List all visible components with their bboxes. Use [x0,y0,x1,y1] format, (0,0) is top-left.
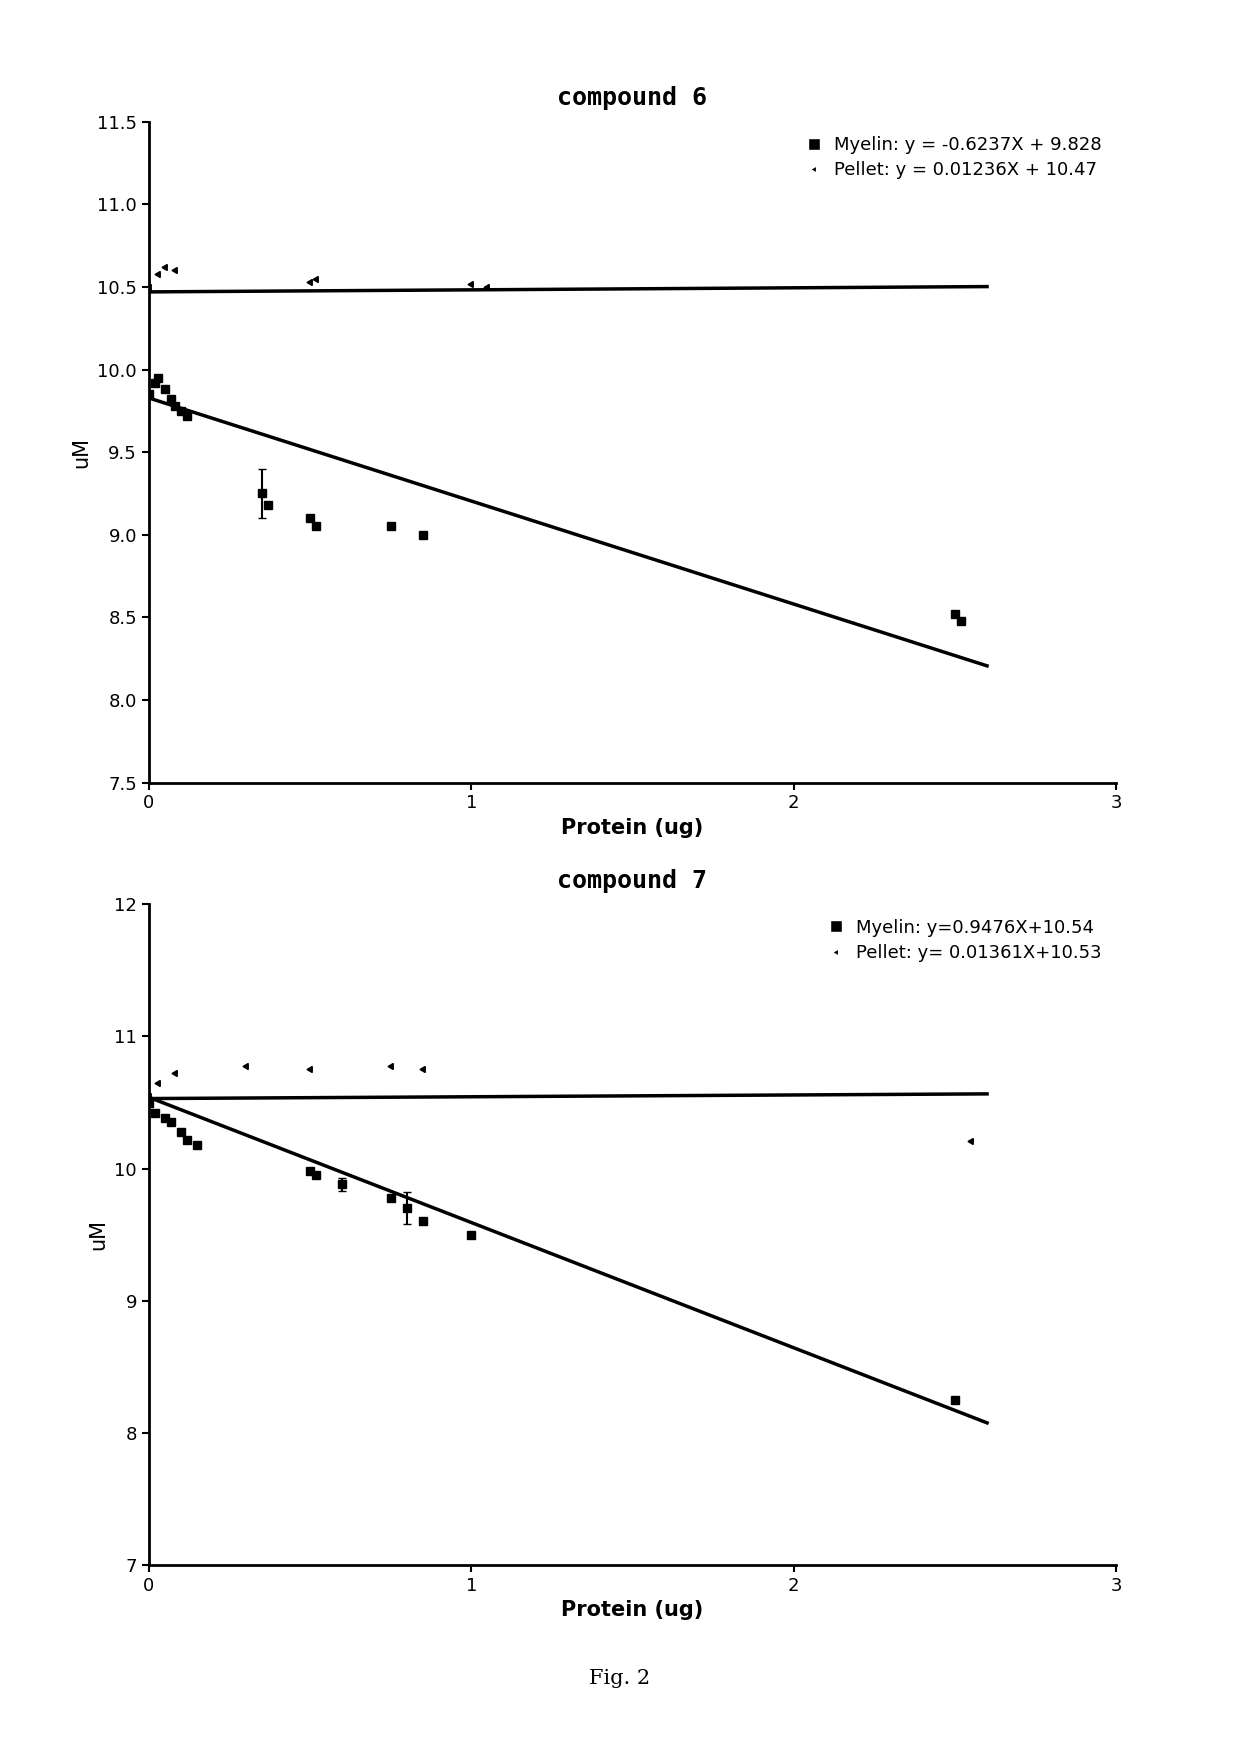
Legend: Myelin: y=0.9476X+10.54, Pellet: y= 0.01361X+10.53: Myelin: y=0.9476X+10.54, Pellet: y= 0.01… [820,913,1107,967]
Y-axis label: uM: uM [88,1219,109,1250]
Title: compound 6: compound 6 [558,85,707,110]
X-axis label: Protein (ug): Protein (ug) [562,1600,703,1621]
Text: Fig. 2: Fig. 2 [589,1669,651,1687]
Legend: Myelin: y = -0.6237X + 9.828, Pellet: y = 0.01236X + 10.47: Myelin: y = -0.6237X + 9.828, Pellet: y … [797,130,1107,184]
Y-axis label: uM: uM [72,436,92,468]
X-axis label: Protein (ug): Protein (ug) [562,817,703,838]
Title: compound 7: compound 7 [558,868,707,892]
